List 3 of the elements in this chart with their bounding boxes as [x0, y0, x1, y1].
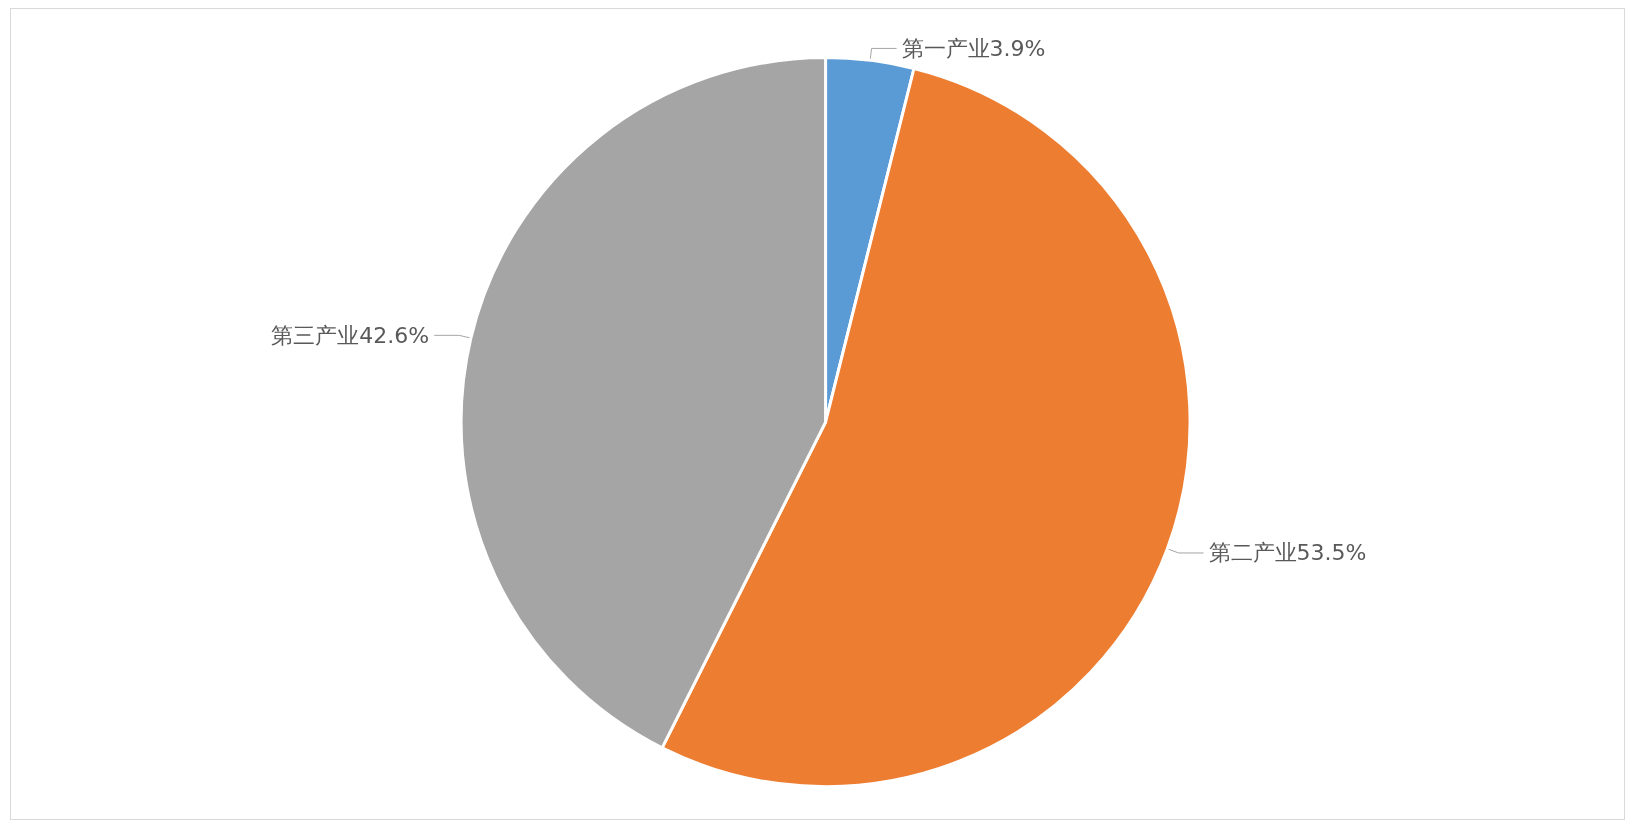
slice-label: 第三产业42.6%: [271, 322, 430, 348]
slice-label: 第一产业3.9%: [901, 35, 1046, 61]
slice-label: 第二产业53.5%: [1208, 540, 1367, 566]
